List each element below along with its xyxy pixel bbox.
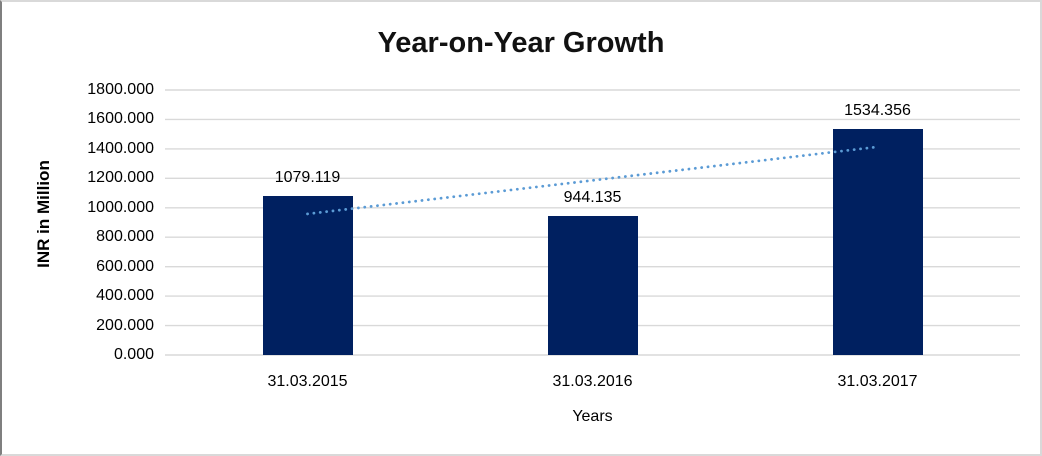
y-tick-label: 800.000 bbox=[96, 228, 154, 246]
bar-31.03.2016 bbox=[547, 216, 638, 355]
x-tick-label: 31.03.2015 bbox=[267, 373, 348, 390]
y-tick-label: 600.000 bbox=[96, 257, 154, 275]
x-tick-label: 31.03.2016 bbox=[552, 373, 633, 390]
y-tick-label: 1800.000 bbox=[87, 81, 154, 98]
data-label: 1534.356 bbox=[844, 102, 911, 120]
data-label: 944.135 bbox=[563, 189, 622, 206]
x-tick-label: 31.03.2017 bbox=[837, 373, 918, 390]
bar-31.03.2015 bbox=[262, 196, 353, 355]
bar-31.03.2017 bbox=[832, 129, 923, 355]
chart-title: Year-on-Year Growth bbox=[377, 27, 665, 59]
y-tick-label: 1200.000 bbox=[87, 169, 154, 187]
y-tick-label: 0.000 bbox=[113, 346, 154, 363]
y-tick-label: 400.000 bbox=[96, 287, 154, 305]
y-tick-label: 1400.000 bbox=[87, 139, 154, 157]
data-label: 1079.119 bbox=[274, 169, 341, 187]
y-tick-label: 1600.000 bbox=[87, 110, 154, 128]
x-axis-title: Years bbox=[572, 408, 613, 425]
y-tick-label: 200.000 bbox=[96, 316, 154, 334]
y-tick-label: 1000.000 bbox=[87, 198, 154, 216]
